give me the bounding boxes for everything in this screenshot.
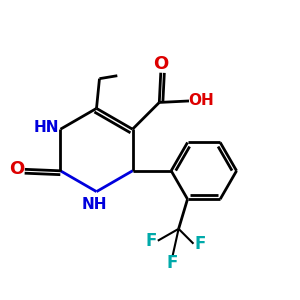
Text: F: F bbox=[167, 254, 178, 272]
Text: NH: NH bbox=[81, 197, 107, 212]
Text: OH: OH bbox=[188, 94, 214, 109]
Text: F: F bbox=[146, 232, 157, 250]
Text: F: F bbox=[194, 235, 206, 253]
Text: O: O bbox=[9, 160, 24, 178]
Text: HN: HN bbox=[33, 120, 59, 135]
Text: O: O bbox=[153, 56, 168, 74]
